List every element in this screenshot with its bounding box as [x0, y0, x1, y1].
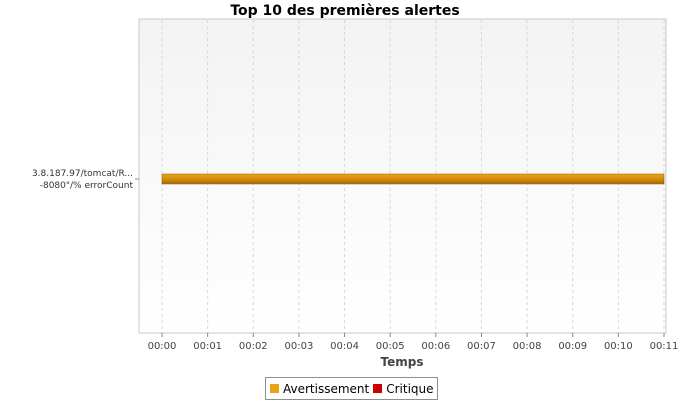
legend-swatch-icon [373, 384, 383, 393]
bar-avertissement [161, 173, 665, 185]
bars [161, 173, 665, 185]
x-tick-label: 00:09 [558, 341, 587, 352]
x-tick-label: 00:01 [193, 341, 222, 352]
x-tick-label: 00:07 [467, 341, 496, 352]
x-tick-label: 00:03 [284, 341, 313, 352]
y-category-label: 3.8.187.97/tomcat/R... [32, 169, 133, 179]
x-axis-title: Temps [381, 355, 424, 369]
legend: Avertissement Critique [265, 377, 438, 400]
legend-item-critique: Critique [372, 381, 434, 396]
x-tick-label: 00:10 [604, 341, 633, 352]
x-tick-label: 00:08 [513, 341, 542, 352]
x-tick-label: 00:04 [330, 341, 359, 352]
x-tick-label: 00:00 [148, 341, 177, 352]
x-tick-label: 00:02 [239, 341, 268, 352]
x-axis: 00:00 00:01 00:02 00:03 00:04 00:05 00:06 00:07… [148, 333, 679, 352]
legend-item-avertissement: Avertissement [269, 382, 369, 396]
chart-title: Top 10 des premières alertes [230, 3, 460, 19]
legend-label: Critique [386, 381, 434, 396]
x-tick-label: 00:06 [421, 341, 450, 352]
x-tick-label: 00:05 [376, 341, 405, 352]
legend-swatch-icon [270, 384, 279, 393]
legend-label: Avertissement [283, 381, 370, 396]
x-tick-label: 00:11 [650, 341, 679, 352]
y-axis: 3.8.187.97/tomcat/R... -8080"/% errorCoun… [32, 169, 139, 191]
y-category-label: -8080"/% errorCount [40, 181, 134, 191]
